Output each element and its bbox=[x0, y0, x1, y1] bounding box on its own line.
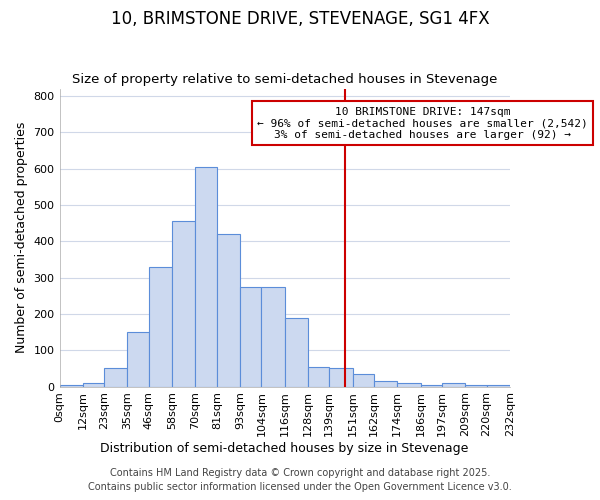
Bar bbox=[442, 383, 465, 386]
Bar bbox=[196, 166, 217, 386]
Bar bbox=[397, 383, 421, 386]
X-axis label: Distribution of semi-detached houses by size in Stevenage: Distribution of semi-detached houses by … bbox=[100, 442, 469, 455]
Bar bbox=[465, 385, 487, 386]
Text: Contains HM Land Registry data © Crown copyright and database right 2025.
Contai: Contains HM Land Registry data © Crown c… bbox=[88, 468, 512, 492]
Title: Size of property relative to semi-detached houses in Stevenage: Size of property relative to semi-detach… bbox=[72, 73, 497, 86]
Bar bbox=[262, 286, 284, 386]
Bar bbox=[284, 318, 308, 386]
Bar bbox=[127, 332, 149, 386]
Bar bbox=[104, 368, 127, 386]
Bar bbox=[374, 381, 397, 386]
Y-axis label: Number of semi-detached properties: Number of semi-detached properties bbox=[15, 122, 28, 354]
Bar bbox=[308, 366, 329, 386]
Bar bbox=[83, 383, 104, 386]
Text: 10, BRIMSTONE DRIVE, STEVENAGE, SG1 4FX: 10, BRIMSTONE DRIVE, STEVENAGE, SG1 4FX bbox=[110, 10, 490, 28]
Bar bbox=[172, 221, 196, 386]
Bar bbox=[149, 266, 172, 386]
Bar bbox=[329, 368, 353, 386]
Bar bbox=[59, 385, 83, 386]
Bar bbox=[217, 234, 240, 386]
Text: 10 BRIMSTONE DRIVE: 147sqm
← 96% of semi-detached houses are smaller (2,542)
3% : 10 BRIMSTONE DRIVE: 147sqm ← 96% of semi… bbox=[257, 106, 588, 140]
Bar bbox=[421, 385, 442, 386]
Bar bbox=[353, 374, 374, 386]
Bar bbox=[240, 286, 262, 386]
